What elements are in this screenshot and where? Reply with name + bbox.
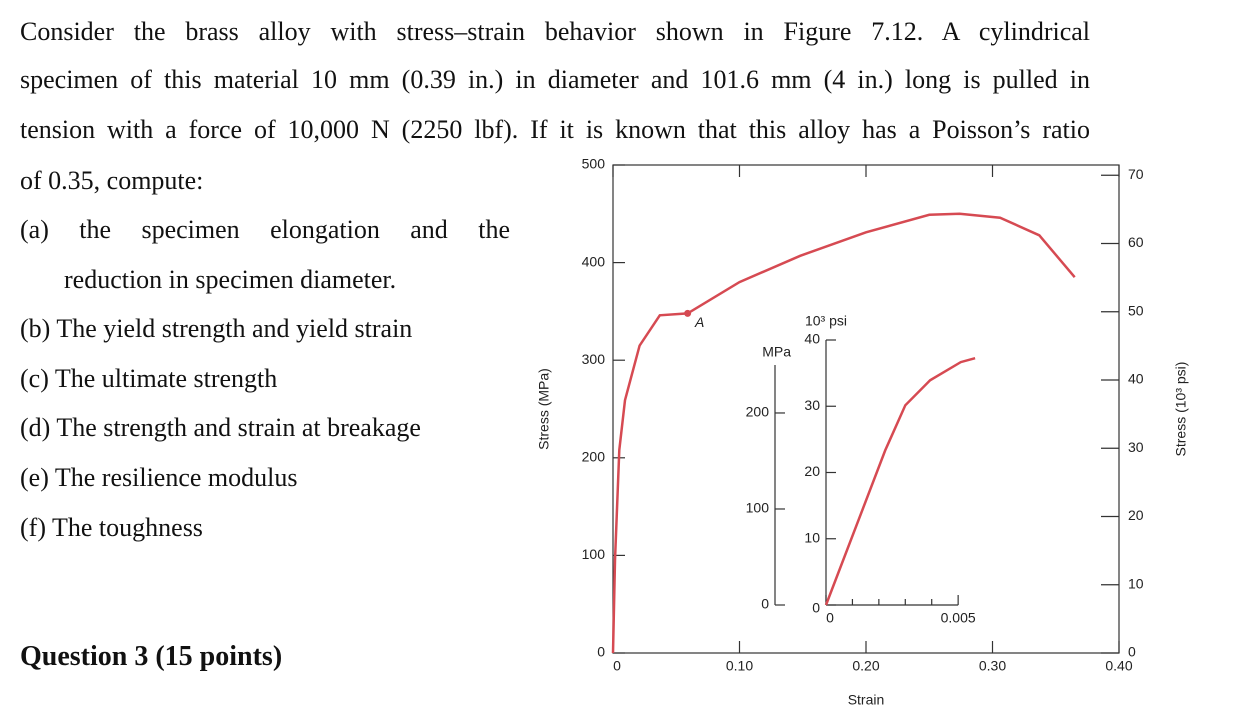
y2-tick-label: 0 (812, 600, 820, 616)
y2-tick-label: 20 (1128, 507, 1144, 523)
y2-axis-label: Stress (10³ psi) (1173, 362, 1189, 457)
x-tick-label: 0.30 (979, 658, 1006, 674)
y2-tick-label: 60 (1128, 234, 1144, 250)
y2-tick-label: 10 (1128, 575, 1144, 591)
y2-tick-label: 20 (804, 463, 820, 479)
x-tick-label: 0.40 (1105, 658, 1132, 674)
y-tick-label: 200 (582, 449, 606, 465)
y-tick-label: 100 (582, 546, 606, 562)
annotation-point (684, 309, 692, 317)
y2-tick-label: 40 (804, 331, 820, 347)
y-tick-label: 400 (582, 253, 606, 269)
y-tick-label: 500 (582, 156, 606, 172)
y2-tick-label: 40 (1128, 371, 1144, 387)
y-axis-label: Stress (MPa) (536, 368, 552, 450)
task-item: (a) the specimen elongation and the (20, 215, 510, 244)
x-tick-label: 0.20 (852, 658, 879, 674)
y2-tick-label: 0 (1128, 644, 1136, 660)
y-tick-label: 200 (746, 404, 770, 420)
text-line: of 0.35, compute: (20, 166, 204, 195)
task-item: reduction in specimen diameter. (64, 265, 397, 294)
text-line: specimen of this material 10 mm (0.39 in… (20, 65, 1090, 94)
annotation-label: A (694, 314, 704, 330)
x-tick-label: 0.005 (941, 610, 976, 626)
y2-tick-label: 30 (1128, 439, 1144, 455)
question-heading: Question 3 (15 points) (20, 641, 283, 672)
task-item: (e) The resilience modulus (20, 463, 298, 492)
y2-tick-label: 10 (804, 529, 820, 545)
y2-tick-label: 50 (1128, 302, 1144, 318)
y-tick-label: 0 (597, 644, 605, 660)
y-axis-label: MPa (762, 344, 791, 360)
stress-strain-curve (611, 212, 1076, 654)
y2-tick-label: 70 (1128, 166, 1144, 182)
task-item: (d) The strength and strain at breakage (20, 413, 421, 442)
y-tick-label: 300 (582, 351, 606, 367)
y2-axis-label: 10³ psi (805, 313, 847, 329)
task-item: (b) The yield strength and yield strain (20, 314, 413, 343)
task-item: (f) The toughness (20, 513, 203, 542)
x-tick-label: 0 (826, 610, 834, 626)
x-tick-label: 0 (613, 658, 621, 674)
y-tick-label: 0 (761, 596, 769, 612)
task-item: (c) The ultimate strength (20, 364, 278, 393)
text-line: Consider the brass alloy with stress–str… (20, 17, 1090, 46)
x-axis-label: Strain (848, 692, 885, 708)
text-line: tension with a force of 10,000 N (2250 l… (20, 115, 1090, 144)
stress-strain-curve (824, 356, 976, 606)
y2-tick-label: 30 (804, 397, 820, 413)
y-tick-label: 100 (746, 500, 770, 516)
x-tick-label: 0.10 (726, 658, 753, 674)
